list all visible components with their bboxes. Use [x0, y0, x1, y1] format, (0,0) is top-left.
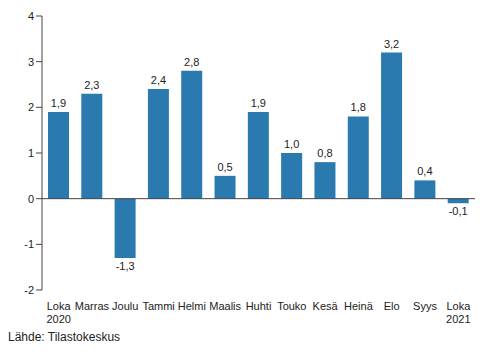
svg-text:-2: -2	[24, 284, 34, 296]
svg-text:-1,3: -1,3	[116, 260, 135, 272]
svg-text:Heinä: Heinä	[344, 300, 374, 312]
svg-text:2,8: 2,8	[184, 56, 199, 68]
svg-text:Elo: Elo	[384, 300, 400, 312]
svg-text:3,2: 3,2	[384, 38, 399, 50]
svg-text:1,9: 1,9	[51, 97, 66, 109]
svg-text:Marras: Marras	[75, 300, 110, 312]
svg-text:2,4: 2,4	[151, 74, 166, 86]
svg-text:2,3: 2,3	[84, 79, 99, 91]
svg-text:-0,1: -0,1	[449, 205, 468, 217]
svg-text:Helmi: Helmi	[178, 300, 206, 312]
svg-text:Touko: Touko	[277, 300, 306, 312]
svg-text:0: 0	[28, 193, 34, 205]
svg-text:Kesä: Kesä	[313, 300, 339, 312]
svg-text:Huhti: Huhti	[246, 300, 272, 312]
svg-text:2: 2	[28, 101, 34, 113]
svg-text:Joulu: Joulu	[112, 300, 138, 312]
svg-text:1: 1	[28, 147, 34, 159]
svg-text:1,0: 1,0	[284, 138, 299, 150]
svg-text:4: 4	[28, 10, 34, 22]
svg-text:Syys: Syys	[413, 300, 437, 312]
svg-text:Loka2021: Loka2021	[446, 300, 471, 325]
svg-text:-1: -1	[24, 238, 34, 250]
svg-text:0,8: 0,8	[317, 147, 332, 159]
svg-text:1,8: 1,8	[351, 101, 366, 113]
svg-text:0,4: 0,4	[417, 165, 432, 177]
html-text:Lähde: Tilastokeskus: Lähde: Tilastokeskus	[8, 330, 121, 344]
svg-text:0,5: 0,5	[217, 161, 232, 173]
svg-text:Loka2020: Loka2020	[46, 300, 71, 325]
svg-text:Maalis: Maalis	[209, 300, 241, 312]
svg-text:3: 3	[28, 56, 34, 68]
svg-text:1,9: 1,9	[251, 97, 266, 109]
svg-text:Tammi: Tammi	[142, 300, 174, 312]
